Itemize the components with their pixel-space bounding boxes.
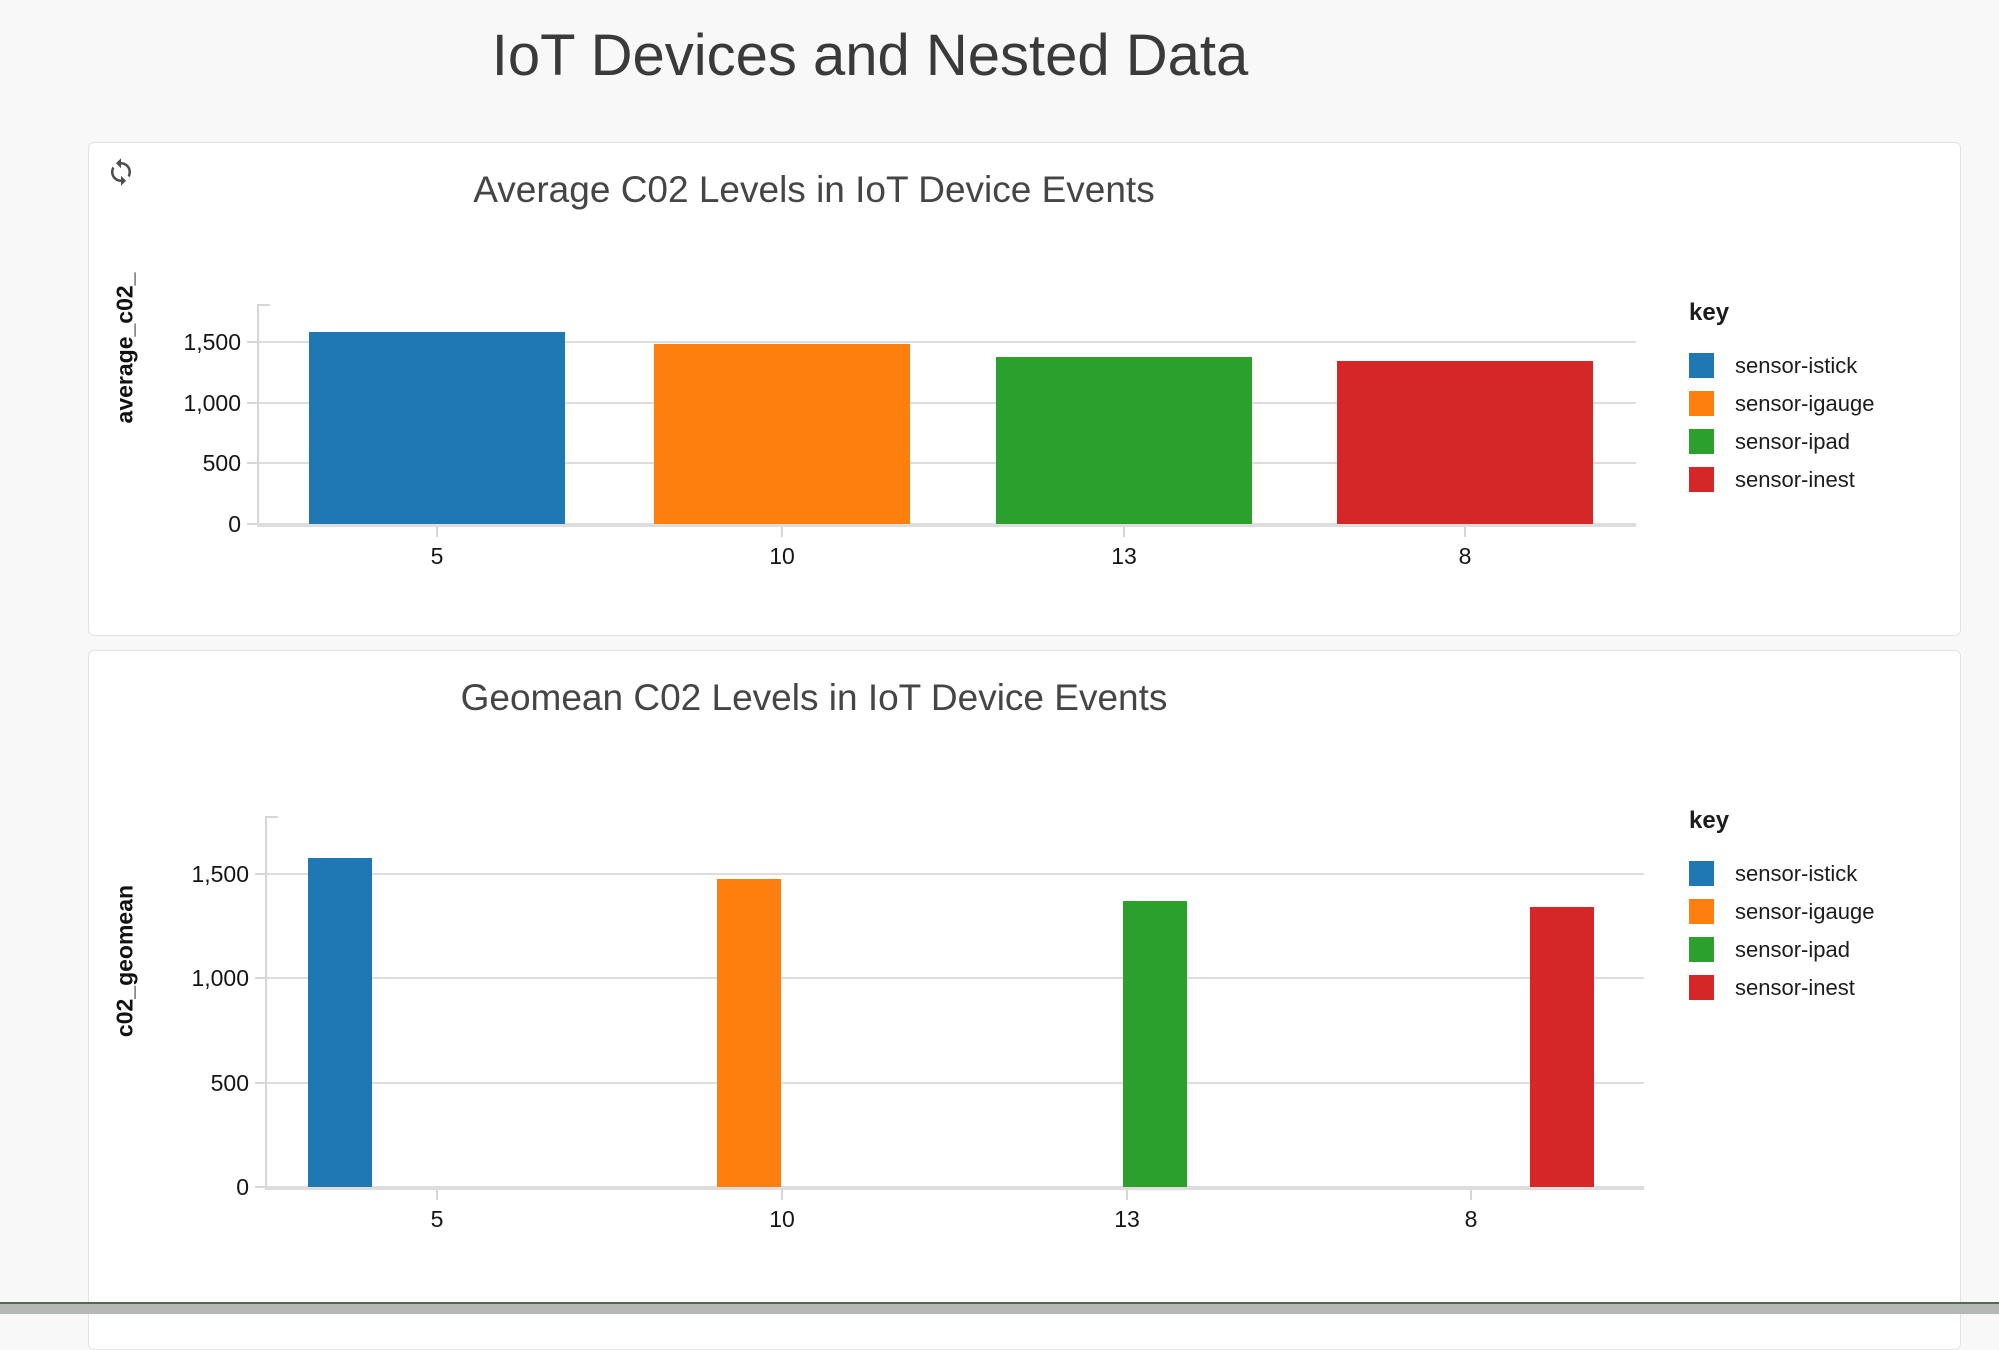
y-tick xyxy=(255,1082,265,1084)
bottom-scrollbar-strip xyxy=(0,1302,1999,1314)
x-tick xyxy=(781,1190,783,1200)
x-tick-label: 10 xyxy=(769,1206,795,1232)
x-tick xyxy=(436,1190,438,1200)
y-tick-label: 1,500 xyxy=(191,861,249,887)
x-tick xyxy=(1470,1190,1472,1200)
y-gridline xyxy=(265,873,1644,875)
y-tick xyxy=(255,873,265,875)
legend-items: sensor-istick sensor-igauge sensor-ipad sen… xyxy=(1689,351,1961,494)
y-tick-label: 500 xyxy=(202,450,241,476)
y-tick xyxy=(255,977,265,979)
y-gridline xyxy=(265,977,1644,979)
bar-sensor-inest xyxy=(1337,361,1593,524)
plot-area: 0 500 1,000 1,500 5 10 13 8 xyxy=(89,651,1960,1349)
legend-item-label: sensor-istick xyxy=(1735,860,1858,886)
legend-item-label: sensor-ipad xyxy=(1735,428,1850,454)
y-tick-label: 0 xyxy=(228,511,241,537)
legend-item-label: sensor-inest xyxy=(1735,974,1855,1000)
x-tick-label: 13 xyxy=(1111,543,1137,569)
bar-sensor-istick xyxy=(308,858,372,1187)
bar-sensor-ipad xyxy=(1123,901,1187,1187)
legend-item: sensor-inest xyxy=(1689,973,1961,1002)
x-tick-label: 5 xyxy=(430,1206,444,1232)
bar-sensor-ipad xyxy=(996,357,1252,524)
legend-swatch xyxy=(1689,429,1714,454)
chart-panel-geomean: Geomean C02 Levels in IoT Device Events … xyxy=(88,650,1961,1350)
y-tick xyxy=(247,523,257,525)
legend-item: sensor-ipad xyxy=(1689,427,1961,456)
legend-swatch xyxy=(1689,899,1714,924)
y-tick xyxy=(247,402,257,404)
bar-sensor-igauge xyxy=(717,879,781,1187)
legend-swatch xyxy=(1689,391,1714,416)
legend-swatch xyxy=(1689,353,1714,378)
legend: key sensor-istick sensor-igauge sensor-ipa… xyxy=(1689,299,1961,494)
legend-item: sensor-igauge xyxy=(1689,897,1961,926)
legend-swatch xyxy=(1689,861,1714,886)
y-tick-label: 1,000 xyxy=(183,390,241,416)
y-axis-line xyxy=(265,816,267,1187)
x-tick-label: 5 xyxy=(430,543,444,569)
x-axis-line xyxy=(257,523,1636,527)
x-tick-label: 13 xyxy=(1114,1206,1140,1232)
y-axis-top-tick xyxy=(265,816,278,818)
chart-title: Geomean C02 Levels in IoT Device Events xyxy=(460,677,1168,718)
plot-area: 0 500 1,000 1,500 5 10 13 8 xyxy=(89,143,1960,635)
y-axis-top-tick xyxy=(257,304,270,306)
legend: key sensor-istick sensor-igauge sensor-ipa… xyxy=(1689,807,1961,1002)
chart-panel-average: Average C02 Levels in IoT Device Events … xyxy=(88,142,1961,636)
legend-item-label: sensor-istick xyxy=(1735,352,1858,378)
legend-item: sensor-igauge xyxy=(1689,389,1961,418)
legend-swatch xyxy=(1689,467,1714,492)
y-tick xyxy=(255,1186,265,1188)
x-tick xyxy=(1126,1190,1128,1200)
refresh-button[interactable] xyxy=(103,155,139,191)
y-tick-label: 0 xyxy=(236,1174,249,1200)
legend-title: key xyxy=(1689,299,1730,326)
x-tick xyxy=(1123,527,1125,537)
bar-sensor-istick xyxy=(309,332,565,524)
legend-item-label: sensor-igauge xyxy=(1735,390,1875,416)
legend-item: sensor-inest xyxy=(1689,465,1961,494)
y-gridline xyxy=(257,402,1636,404)
refresh-icon xyxy=(111,157,131,186)
legend-item-label: sensor-inest xyxy=(1735,466,1855,492)
y-tick-label: 1,500 xyxy=(183,329,241,355)
legend-item: sensor-ipad xyxy=(1689,935,1961,964)
legend-swatch xyxy=(1689,975,1714,1000)
y-gridline xyxy=(257,341,1636,343)
x-tick-label: 10 xyxy=(769,543,795,569)
y-tick-label: 500 xyxy=(210,1070,249,1096)
y-tick xyxy=(247,341,257,343)
y-tick-label: 1,000 xyxy=(191,965,249,991)
y-gridline xyxy=(265,1082,1644,1084)
legend-swatch xyxy=(1689,937,1714,962)
y-tick xyxy=(247,462,257,464)
legend-item: sensor-istick xyxy=(1689,859,1961,888)
x-tick-label: 8 xyxy=(1464,1206,1478,1232)
x-tick xyxy=(781,527,783,537)
y-axis-line xyxy=(257,304,259,524)
chart-title: Average C02 Levels in IoT Device Events xyxy=(473,169,1155,210)
bar-sensor-igauge xyxy=(654,344,910,524)
legend-title: key xyxy=(1689,807,1730,834)
x-tick-label: 8 xyxy=(1458,543,1472,569)
x-tick xyxy=(1464,527,1466,537)
bar-sensor-inest xyxy=(1530,907,1594,1187)
x-tick xyxy=(436,527,438,537)
legend-items: sensor-istick sensor-igauge sensor-ipad sen… xyxy=(1689,859,1961,1002)
y-gridline xyxy=(257,462,1636,464)
legend-item-label: sensor-igauge xyxy=(1735,898,1875,924)
page-title: IoT Devices and Nested Data xyxy=(491,23,1249,88)
x-axis-line xyxy=(265,1186,1644,1190)
legend-item: sensor-istick xyxy=(1689,351,1961,380)
legend-item-label: sensor-ipad xyxy=(1735,936,1850,962)
